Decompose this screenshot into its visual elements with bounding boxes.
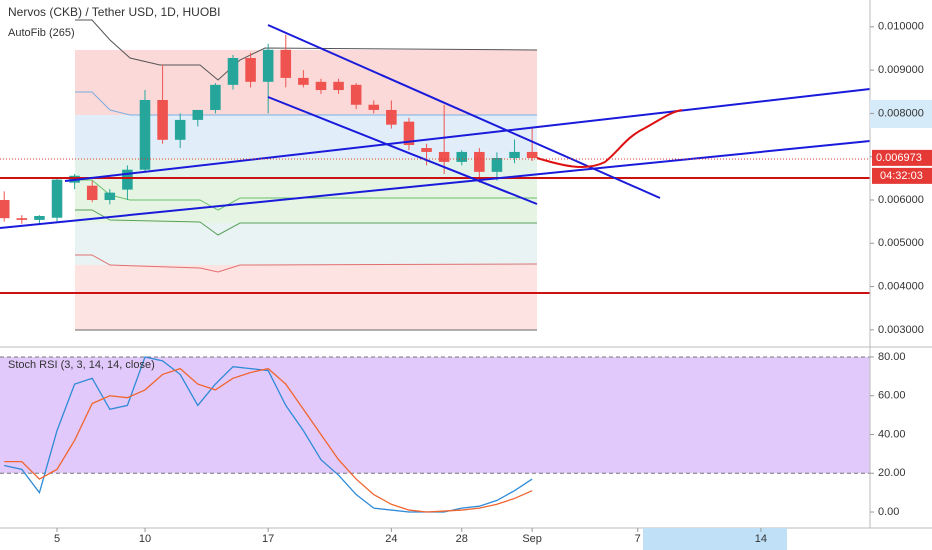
- candle-body: [333, 81, 344, 91]
- stoch-rsi: [0, 356, 870, 513]
- candle-body: [438, 151, 450, 162]
- fib-line: [75, 209, 537, 236]
- fib-line: [75, 254, 538, 273]
- candle-body: [491, 157, 503, 172]
- price-range-highlight: [870, 100, 932, 128]
- y-tick-label: 0.009000: [878, 64, 924, 76]
- y-tick-label: 40.00: [878, 428, 906, 440]
- candle-body: [245, 58, 256, 82]
- drawings: [0, 24, 871, 294]
- x-tick-label: 17: [262, 533, 274, 545]
- candle-body: [403, 121, 415, 146]
- x-tick-label: 5: [54, 533, 60, 545]
- candle-body: [262, 49, 274, 82]
- trend-line: [64, 88, 871, 182]
- candle-body: [139, 99, 151, 170]
- last-price-label: 0.006973: [876, 152, 922, 164]
- forecast-curve: [536, 109, 683, 168]
- y-tick-label: 80.00: [878, 351, 906, 363]
- y-tick-label: 0.010000: [878, 21, 924, 33]
- x-tick-label: 28: [456, 533, 468, 545]
- fib-line: [75, 19, 538, 81]
- candle-body: [474, 151, 485, 172]
- candle-body: [174, 119, 186, 140]
- candle-body: [456, 151, 468, 162]
- candles: [0, 34, 538, 224]
- candle-body: [227, 58, 239, 85]
- fib-line: [75, 179, 537, 211]
- x-tick-label: Sep: [522, 533, 542, 545]
- y-tick-label: 0.005000: [878, 237, 924, 249]
- fib-zone: [75, 180, 537, 223]
- x-tick-label: 10: [139, 533, 151, 545]
- series-line: [4, 367, 533, 513]
- series-line: [4, 356, 533, 513]
- chart-title: Nervos (CKB) / Tether USD, 1D, HUOBI: [8, 5, 221, 19]
- x-tick-label: 24: [385, 533, 397, 545]
- y-tick-label: 0.006000: [878, 194, 924, 206]
- candle-body: [192, 109, 204, 120]
- candle-body: [315, 81, 327, 91]
- candle-body: [0, 199, 10, 219]
- candle-body: [16, 218, 28, 220]
- x-tick-label: 14: [755, 533, 767, 545]
- trend-line: [0, 140, 871, 229]
- candle-body: [280, 49, 292, 78]
- y-tick-label: 0.00: [878, 506, 899, 518]
- trend-line: [267, 96, 538, 205]
- candle-body: [386, 109, 397, 125]
- candle-body: [350, 84, 362, 105]
- candle-body: [157, 99, 168, 140]
- candle-body: [526, 151, 538, 158]
- candle-body: [51, 179, 63, 218]
- y-tick-label: 0.008000: [878, 107, 924, 119]
- y-tick-label: 0.003000: [878, 324, 924, 336]
- indicator-label: AutoFib (265): [8, 27, 75, 39]
- countdown-box: [872, 167, 932, 184]
- candle-body: [509, 151, 520, 158]
- fib-zone: [75, 265, 537, 330]
- time-range-highlight: [643, 528, 787, 550]
- candle-body: [122, 169, 133, 190]
- rsi-band: [0, 356, 870, 474]
- candle-body: [86, 185, 98, 200]
- candle-body: [34, 216, 45, 220]
- candle-body: [298, 77, 309, 85]
- fib-line: [75, 91, 537, 116]
- candle-body: [104, 192, 116, 200]
- last-price-box: [872, 149, 932, 166]
- axes: 0.0030000.0040000.0050000.0060000.007000…: [54, 21, 932, 545]
- fib-zone: [75, 223, 537, 265]
- indicator-label: Stoch RSI (3, 3, 14, 14, close): [8, 359, 155, 371]
- fib-zone: [75, 158, 537, 180]
- candle-body: [210, 84, 221, 110]
- y-tick-label: 20.00: [878, 467, 906, 479]
- y-tick-label: 60.00: [878, 390, 906, 402]
- countdown-label: 04:32:03: [880, 170, 923, 182]
- y-tick-label: 0.004000: [878, 280, 924, 292]
- candle-body: [421, 148, 432, 152]
- x-tick-label: 7: [635, 533, 641, 545]
- autofib: [75, 19, 538, 331]
- candle-body: [368, 104, 380, 110]
